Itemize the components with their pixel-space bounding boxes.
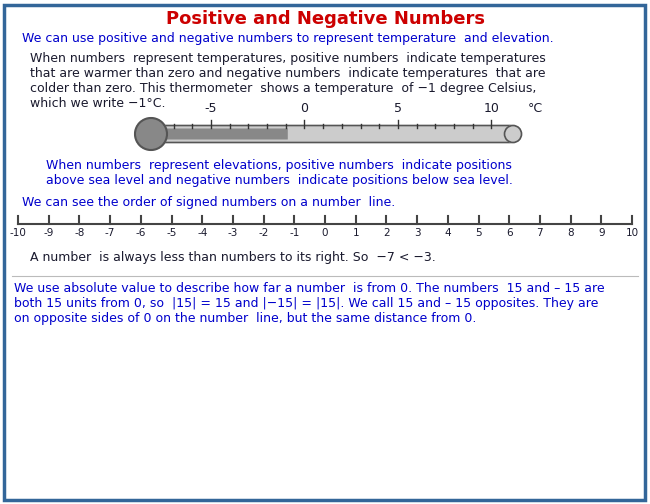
Text: 8: 8 bbox=[567, 228, 574, 238]
Text: above sea level and negative numbers  indicate positions below sea level.: above sea level and negative numbers ind… bbox=[30, 174, 513, 187]
Text: -7: -7 bbox=[105, 228, 115, 238]
Text: -8: -8 bbox=[74, 228, 85, 238]
Text: on opposite sides of 0 on the number  line, but the same distance from 0.: on opposite sides of 0 on the number lin… bbox=[14, 312, 476, 325]
Text: -9: -9 bbox=[44, 228, 54, 238]
Text: When numbers  represent elevations, positive numbers  indicate positions: When numbers represent elevations, posit… bbox=[30, 159, 512, 172]
Text: 5: 5 bbox=[394, 102, 402, 115]
Text: A number  is always less than numbers to its right. So  −7 < −3.: A number is always less than numbers to … bbox=[22, 251, 436, 264]
Text: 10: 10 bbox=[625, 228, 638, 238]
Text: 0: 0 bbox=[300, 102, 309, 115]
FancyBboxPatch shape bbox=[153, 125, 512, 143]
Text: -3: -3 bbox=[227, 228, 238, 238]
FancyBboxPatch shape bbox=[4, 5, 645, 500]
Text: -5: -5 bbox=[166, 228, 177, 238]
Circle shape bbox=[504, 125, 521, 143]
Text: which we write −1°C.: which we write −1°C. bbox=[30, 97, 166, 110]
Text: -4: -4 bbox=[197, 228, 207, 238]
Text: -2: -2 bbox=[259, 228, 269, 238]
Text: colder than zero. This thermometer  shows a temperature  of −1 degree Celsius,: colder than zero. This thermometer shows… bbox=[30, 82, 536, 95]
Text: When numbers  represent temperatures, positive numbers  indicate temperatures: When numbers represent temperatures, pos… bbox=[30, 52, 546, 65]
Text: 10: 10 bbox=[484, 102, 499, 115]
Text: 1: 1 bbox=[352, 228, 359, 238]
Text: both 15 units from 0, so  |15| = 15 and |−15| = |15|. We call 15 and – 15 opposi: both 15 units from 0, so |15| = 15 and |… bbox=[14, 297, 599, 310]
Text: We can see the order of signed numbers on a number  line.: We can see the order of signed numbers o… bbox=[22, 196, 395, 209]
Circle shape bbox=[135, 118, 167, 150]
Text: -1: -1 bbox=[289, 228, 300, 238]
Text: °C: °C bbox=[528, 102, 543, 115]
Text: that are warmer than zero and negative numbers  indicate temperatures  that are: that are warmer than zero and negative n… bbox=[30, 67, 545, 80]
Text: 4: 4 bbox=[445, 228, 451, 238]
Text: We use absolute value to describe how far a number  is from 0. The numbers  15 a: We use absolute value to describe how fa… bbox=[14, 282, 604, 295]
Text: Positive and Negative Numbers: Positive and Negative Numbers bbox=[166, 10, 484, 28]
Text: -10: -10 bbox=[10, 228, 27, 238]
Text: -5: -5 bbox=[205, 102, 217, 115]
Text: -6: -6 bbox=[136, 228, 146, 238]
Text: 9: 9 bbox=[598, 228, 604, 238]
FancyBboxPatch shape bbox=[153, 129, 288, 140]
Text: 7: 7 bbox=[537, 228, 543, 238]
Text: 3: 3 bbox=[414, 228, 421, 238]
Text: 2: 2 bbox=[383, 228, 390, 238]
Text: We can use positive and negative numbers to represent temperature  and elevation: We can use positive and negative numbers… bbox=[22, 32, 554, 45]
Text: 5: 5 bbox=[475, 228, 482, 238]
Text: 0: 0 bbox=[322, 228, 328, 238]
Text: 6: 6 bbox=[506, 228, 512, 238]
